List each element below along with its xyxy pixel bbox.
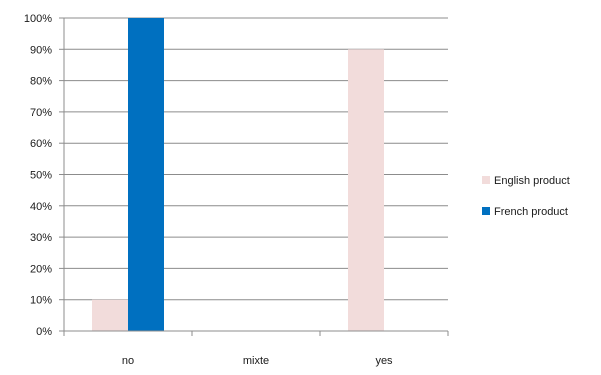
legend: English product French product <box>482 175 570 218</box>
bars <box>92 18 384 332</box>
y-axis-tick-labels: 0% 10% 20% 30% 40% 50% 60% 70% 80% 90% 100% <box>24 13 52 338</box>
legend-swatch <box>482 207 490 215</box>
legend-swatch <box>482 176 490 184</box>
y-tick-label: 80% <box>30 76 52 88</box>
x-tick-label: no <box>122 355 134 367</box>
bar-french-product-no <box>128 18 164 331</box>
y-tick-label: 30% <box>30 232 52 244</box>
y-tick-label: 0% <box>36 326 52 338</box>
y-tick-label: 40% <box>30 201 52 213</box>
bar-english-product-yes <box>348 49 384 332</box>
y-tick-label: 10% <box>30 295 52 307</box>
y-tick-label: 50% <box>30 170 52 182</box>
axes <box>59 17 449 336</box>
x-tick-label: yes <box>375 355 393 367</box>
gridlines <box>64 17 448 301</box>
y-tick-label: 20% <box>30 263 52 275</box>
x-tick-label: mixte <box>243 355 269 367</box>
y-tick-label: 60% <box>30 138 52 150</box>
x-axis-tick-labels: no mixte yes <box>122 355 393 367</box>
y-tick-label: 90% <box>30 44 52 56</box>
y-tick-label: 70% <box>30 107 52 119</box>
y-tick-label: 100% <box>24 13 52 25</box>
legend-label: English product <box>494 175 570 187</box>
bar-english-product-no <box>92 299 128 331</box>
legend-label: French product <box>494 206 568 218</box>
